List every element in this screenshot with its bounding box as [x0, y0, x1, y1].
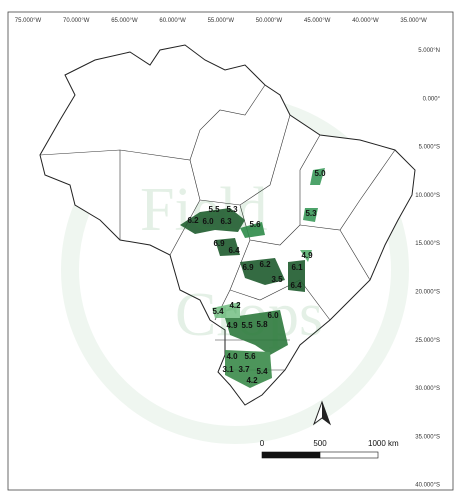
- latitude-label: 40.000°S: [415, 483, 440, 489]
- region-label: 6.4: [290, 281, 302, 290]
- latitude-label: 15.000°S: [415, 241, 440, 247]
- region-label: 3.1: [222, 365, 234, 374]
- region-labels: 5.5 5.36.2 6.0 6.3 5.66.96.45.05.34.96.26.93…: [187, 169, 326, 385]
- longitude-label: 40.000°W: [352, 18, 379, 24]
- longitude-label: 60.000°W: [159, 18, 186, 24]
- scale-label: 0: [260, 439, 265, 448]
- region-label: 5.3: [305, 209, 317, 218]
- region-label: 6.0: [202, 217, 214, 226]
- latitude-label: 0.000°: [423, 96, 441, 102]
- state-borders: [39, 84, 396, 371]
- region-label: 6.9: [213, 239, 225, 248]
- region-label: 6.3: [220, 217, 232, 226]
- region-label: 6.2: [187, 216, 199, 225]
- latitude-label: 30.000°S: [415, 386, 440, 392]
- region-label: 6.2: [259, 260, 271, 269]
- region-label: 4.9: [226, 321, 238, 330]
- latitude-label: 25.000°S: [415, 338, 440, 344]
- region-label: 5.6: [244, 352, 256, 361]
- latitude-label: 20.000°S: [415, 290, 440, 296]
- region-label: 3.5: [271, 275, 283, 284]
- longitude-label: 65.000°W: [111, 18, 138, 24]
- region-label: 4.2: [246, 376, 258, 385]
- region-label: 3.7: [238, 365, 250, 374]
- region-label: 5.6: [249, 220, 261, 229]
- region-label: 5.5: [208, 205, 220, 214]
- region-label: 5.8: [256, 320, 268, 329]
- region-label: 5.4: [256, 367, 268, 376]
- longitude-label: 70.000°W: [63, 18, 90, 24]
- region-label: 4.2: [229, 301, 241, 310]
- scale-label: 500: [313, 439, 327, 448]
- longitude-label: 45.000°W: [304, 18, 331, 24]
- latitude-label: 5.000°N: [418, 48, 440, 54]
- latitude-label: 5.000°S: [419, 145, 440, 151]
- region-label: 5.0: [314, 169, 326, 178]
- longitude-label: 35.000°W: [400, 18, 427, 24]
- region-label: 5.5: [241, 321, 253, 330]
- region-label: 5.3: [226, 205, 238, 214]
- region-label: 4.0: [226, 352, 238, 361]
- scale-label: 1000 km: [368, 439, 399, 448]
- latitude-labels: 5.000°N 0.000° 5.000°S 10.000°S 15.000°S 20.0…: [415, 48, 440, 489]
- watermark-text: Field: [140, 176, 267, 244]
- longitude-label: 75.000°W: [15, 18, 42, 24]
- latitude-label: 35.000°S: [415, 434, 440, 440]
- region-label: 4.9: [301, 251, 313, 260]
- region-label: 6.9: [242, 263, 254, 272]
- region-label: 5.4: [212, 307, 224, 316]
- crop-regions: [180, 168, 325, 388]
- region-label: 6.1: [291, 263, 303, 272]
- watermark-text: Crops: [175, 281, 323, 349]
- longitude-label: 50.000°W: [256, 18, 283, 24]
- north-arrow: [312, 400, 332, 426]
- region-label: 6.0: [267, 311, 279, 320]
- region-label: 6.4: [228, 246, 240, 255]
- scale-bar: 0 500 1000 km: [260, 439, 399, 459]
- longitude-label: 55.000°W: [208, 18, 235, 24]
- latitude-label: 10.000°S: [415, 193, 440, 199]
- longitude-labels: 75.000°W 70.000°W 65.000°W 60.000°W 55.000°W…: [15, 18, 427, 24]
